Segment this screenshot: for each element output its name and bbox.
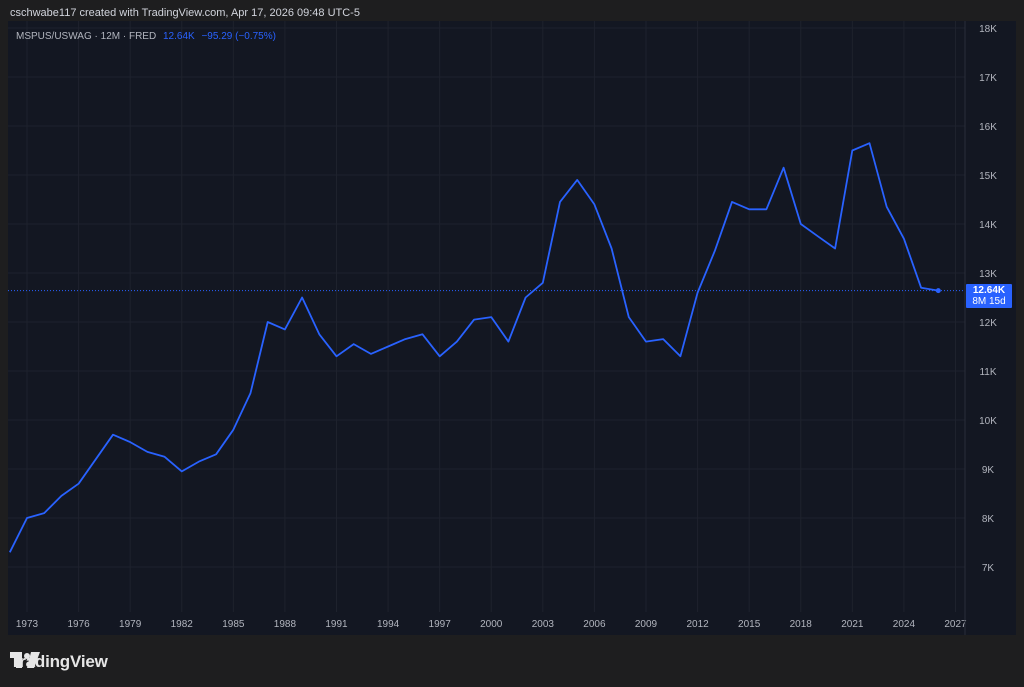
x-tick-label: 2009 bbox=[635, 619, 658, 630]
y-tick-label: 7K bbox=[982, 563, 995, 574]
x-tick-label: 2024 bbox=[893, 619, 916, 630]
series-line[interactable] bbox=[8, 142, 939, 553]
x-tick-label: 1976 bbox=[67, 619, 90, 630]
x-tick-label: 2012 bbox=[686, 619, 709, 630]
x-tick-label: 2018 bbox=[790, 619, 813, 630]
bar-countdown: 8M 15d bbox=[972, 295, 1006, 307]
x-tick-label: 1997 bbox=[429, 619, 452, 630]
x-tick-label: 1979 bbox=[119, 619, 142, 630]
x-tick-label: 1985 bbox=[222, 619, 245, 630]
y-tick-label: 14K bbox=[979, 220, 997, 231]
chart-area[interactable] bbox=[8, 21, 1016, 635]
y-tick-label: 10K bbox=[979, 416, 997, 427]
y-tick-label: 11K bbox=[979, 367, 996, 378]
last-price-value: 12.64K bbox=[972, 284, 1006, 296]
legend-change: −95.29 (−0.75%) bbox=[201, 31, 276, 42]
y-tick-label: 17K bbox=[979, 73, 997, 84]
x-tick-label: 1973 bbox=[16, 619, 39, 630]
x-tick-label: 2021 bbox=[841, 619, 864, 630]
x-tick-label: 2006 bbox=[583, 619, 606, 630]
y-tick-label: 9K bbox=[982, 465, 995, 476]
x-tick-label: 2027 bbox=[944, 619, 967, 630]
x-tick-label: 1982 bbox=[171, 619, 194, 630]
y-tick-label: 16K bbox=[979, 122, 997, 133]
last-point-marker bbox=[935, 288, 941, 294]
y-tick-label: 12K bbox=[979, 318, 997, 329]
y-tick-label: 18K bbox=[979, 24, 997, 35]
symbol-label: MSPUS/USWAG · 12M · FRED bbox=[16, 31, 157, 42]
x-tick-label: 2015 bbox=[738, 619, 761, 630]
y-tick-label: 15K bbox=[979, 171, 997, 182]
chart-credit: cschwabe117 created with TradingView.com… bbox=[10, 7, 360, 19]
last-price-badge: 12.64K 8M 15d bbox=[966, 283, 1012, 308]
x-tick-label: 1994 bbox=[377, 619, 400, 630]
y-tick-label: 8K bbox=[982, 514, 995, 525]
y-tick-label: 13K bbox=[979, 269, 997, 280]
legend-value: 12.64K bbox=[162, 31, 195, 42]
x-tick-label: 2003 bbox=[532, 619, 555, 630]
footer-branding: TradingView bbox=[10, 652, 108, 672]
x-tick-label: 1988 bbox=[274, 619, 297, 630]
symbol-legend: MSPUS/USWAG · 12M · FRED 12.64K −95.29 (… bbox=[16, 31, 276, 42]
tradingview-logo-icon bbox=[10, 652, 40, 668]
x-tick-label: 2000 bbox=[480, 619, 503, 630]
x-tick-label: 1991 bbox=[325, 619, 348, 630]
